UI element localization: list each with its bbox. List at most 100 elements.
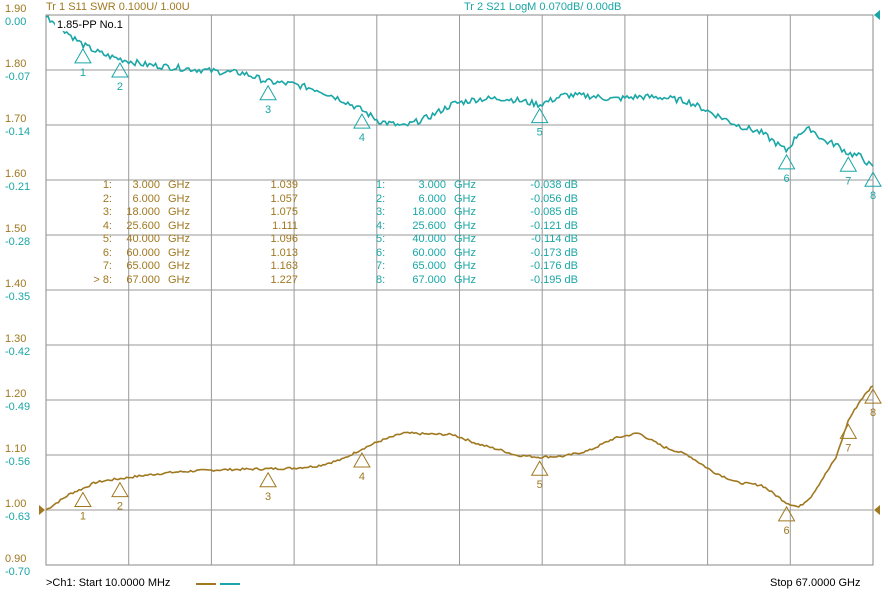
s11-marker-4 [353, 451, 371, 468]
s21-marker-value: -0.038 dB [530, 179, 578, 191]
s11-axis-label: 1.30 [5, 333, 27, 345]
s21-axis-label: -0.28 [5, 236, 31, 248]
s11-marker-label-7: 7 [845, 442, 851, 454]
s21-marker-id: 5: [376, 233, 386, 245]
s21-marker-freq: 67.000 [412, 273, 446, 286]
s21-axis-label: -0.63 [5, 511, 31, 523]
s11-reference-arrow-right [874, 505, 880, 515]
s11-marker-label-2: 2 [117, 501, 123, 513]
s11-axis-label: 1.40 [5, 278, 27, 290]
s21-reference-arrow [874, 10, 880, 20]
s21-marker-freq: 6.000 [418, 192, 446, 205]
s11-marker-label-5: 5 [537, 479, 543, 491]
s21-marker-unit: GHz [454, 246, 476, 259]
s11-marker-id: 1: [102, 179, 112, 191]
s11-marker-label-4: 4 [359, 471, 365, 483]
s21-marker-2 [111, 61, 129, 78]
trace1-legend-line [196, 583, 216, 585]
s11-marker-value: 1.111 [272, 219, 298, 232]
s11-marker-8 [864, 388, 882, 404]
s21-marker-label-8: 8 [870, 190, 876, 202]
stop-frequency[interactable]: Stop 67.0000 GHz [770, 577, 861, 589]
s21-marker-freq: 25.600 [412, 219, 446, 232]
s21-trace [45, 15, 874, 167]
s21-axis-label: 0.00 [5, 16, 27, 28]
s21-marker-value: -0.056 dB [530, 192, 578, 205]
s21-marker-label-7: 7 [845, 175, 851, 187]
s11-marker-2 [111, 481, 129, 498]
s21-marker-freq: 18.000 [412, 206, 446, 218]
s21-marker-value: -0.114 dB [531, 233, 578, 245]
s11-marker-id: 7: [102, 260, 112, 272]
s21-marker-8 [864, 171, 882, 187]
s11-marker-value: 1.163 [270, 260, 298, 272]
s21-marker-id: 1: [376, 179, 386, 191]
s21-marker-id: 8: [376, 273, 386, 286]
s21-marker-freq: 40.000 [412, 233, 446, 245]
s21-marker-6 [777, 153, 796, 170]
s11-marker-5 [530, 460, 549, 476]
s11-marker-freq: 3.000 [132, 179, 160, 191]
s11-marker-id: 6: [102, 246, 112, 259]
s11-trace [45, 385, 874, 511]
s21-marker-value: -0.121 dB [530, 219, 578, 232]
s21-marker-freq: 60.000 [412, 246, 446, 259]
s21-marker-id: 6: [376, 246, 386, 259]
s21-marker-id: 2: [376, 192, 386, 205]
s11-axis-label: 1.90 [5, 3, 27, 15]
s21-marker-label-1: 1 [80, 67, 86, 79]
s11-axis-label: 0.90 [5, 553, 27, 565]
s21-marker-unit: GHz [454, 192, 476, 205]
s11-marker-unit: GHz [168, 179, 190, 191]
s11-marker-value: 1.075 [270, 206, 298, 218]
s21-marker-7 [839, 156, 858, 172]
s11-marker-value: 1.039 [270, 179, 298, 191]
s11-marker-label-1: 1 [80, 511, 86, 523]
s21-marker-value: -0.085 dB [530, 206, 578, 218]
s21-marker-unit: GHz [454, 206, 476, 218]
s11-marker-freq: 60.000 [126, 246, 160, 259]
s11-marker-value: 1.057 [270, 192, 298, 205]
s21-marker-id: 7: [376, 260, 386, 272]
s11-marker-freq: 67.000 [126, 273, 160, 286]
s21-marker-3 [259, 84, 277, 101]
s11-marker-freq: 25.600 [126, 219, 160, 232]
s11-axis-label: 1.80 [5, 58, 27, 70]
s21-marker-label-2: 2 [117, 81, 123, 93]
s21-marker-value: -0.195 dB [530, 273, 578, 286]
s11-marker-freq: 18.000 [126, 206, 160, 218]
s21-marker-4 [353, 113, 371, 129]
s21-marker-freq: 3.000 [418, 179, 446, 191]
s21-axis-label: -0.42 [5, 346, 31, 358]
s21-axis-label: -0.07 [5, 71, 31, 83]
s21-marker-5 [530, 107, 549, 124]
s21-axis-label: -0.70 [5, 566, 31, 578]
s11-marker-id: 3: [102, 206, 112, 218]
s21-axis-label: -0.35 [5, 291, 31, 303]
s21-marker-id: 3: [376, 206, 386, 218]
s21-marker-unit: GHz [454, 179, 476, 191]
s11-marker-1 [74, 491, 92, 508]
s21-marker-1 [74, 47, 92, 64]
s11-axis-label: 1.70 [5, 113, 27, 125]
trace2-header[interactable]: Tr 2 S21 LogM 0.070dB/ 0.00dB [464, 1, 622, 13]
s11-marker-id: > 8: [93, 273, 112, 286]
s11-axis-label: 1.00 [5, 498, 27, 510]
start-frequency[interactable]: >Ch1: Start 10.0000 MHz [46, 577, 171, 589]
s11-axis-label: 1.10 [5, 443, 27, 455]
s21-axis-label: -0.56 [5, 456, 31, 468]
s21-axis-label: -0.14 [5, 126, 31, 138]
s11-marker-freq: 6.000 [132, 192, 160, 205]
s11-marker-freq: 40.000 [126, 233, 160, 245]
trace1-header[interactable]: Tr 1 S11 SWR 0.100U/ 1.00U [46, 1, 190, 13]
s21-marker-label-5: 5 [537, 127, 543, 139]
s11-axis-label: 1.20 [5, 388, 27, 400]
s21-marker-label-3: 3 [265, 104, 271, 116]
s11-marker-unit: GHz [168, 246, 190, 259]
trace2-legend-line [220, 583, 240, 585]
s21-marker-value: -0.173 dB [530, 246, 578, 259]
s21-marker-value: -0.176 dB [530, 260, 578, 272]
s11-marker-value: 1.227 [270, 273, 298, 286]
s11-marker-unit: GHz [168, 273, 190, 286]
